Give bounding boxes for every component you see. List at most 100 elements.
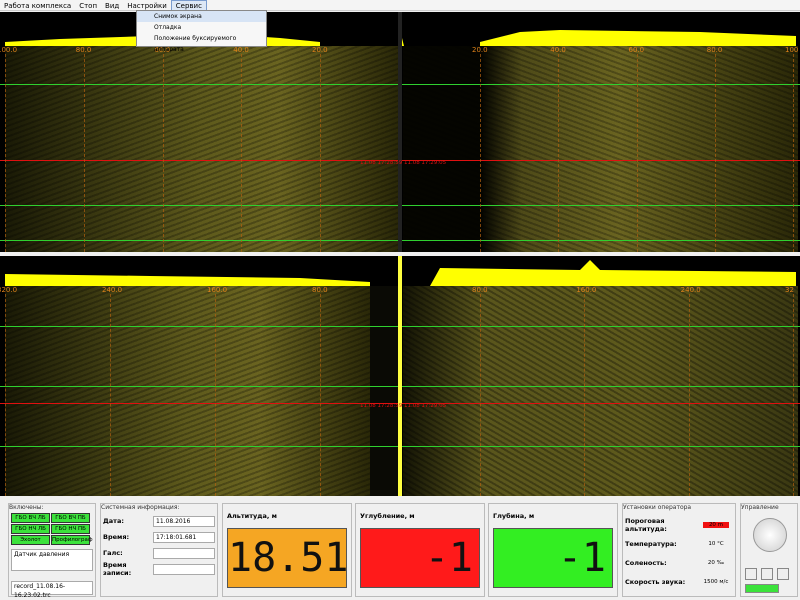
panel-title: Включены: bbox=[9, 504, 44, 511]
setting-row: Соленость: 20 ‰ bbox=[625, 558, 733, 568]
display-panel: Альтитуда, м 18.51 bbox=[222, 503, 352, 597]
info-row: Время записи: bbox=[103, 561, 215, 577]
setting-value: 10 °C bbox=[708, 541, 724, 547]
scale-line bbox=[83, 54, 85, 252]
scale-label: 40.0 bbox=[233, 46, 249, 54]
scale-line bbox=[5, 54, 6, 252]
top-sonar: 11.08 17:28:59 11.08 17:29:05 100.0 80.0 6… bbox=[0, 12, 800, 252]
info-label: Галс: bbox=[103, 549, 123, 557]
setting-label: Пороговая альтитуда: bbox=[625, 517, 667, 533]
knob[interactable] bbox=[753, 518, 787, 552]
operator-panel: Установки оператора Пороговая альтитуда:… bbox=[622, 503, 736, 597]
scale-label: 240.0 bbox=[680, 286, 701, 294]
control-panel: Управление bbox=[740, 503, 798, 597]
scale-label: 40.0 bbox=[550, 46, 566, 54]
scale-line bbox=[584, 294, 586, 496]
display-value: -1 bbox=[493, 528, 613, 588]
menu-option[interactable]: Отладка bbox=[154, 24, 182, 31]
info-value bbox=[153, 563, 215, 575]
scale-line bbox=[162, 54, 164, 252]
display-title: Углубление, м bbox=[360, 512, 415, 520]
panel-title: Системная информация: bbox=[101, 504, 180, 511]
scale-label: 160.0 bbox=[576, 286, 597, 294]
next-button[interactable] bbox=[761, 568, 773, 580]
setting-value: 1500 м/с bbox=[703, 579, 729, 585]
info-row: Время: 17:18:01.681 bbox=[103, 531, 215, 543]
pressure: Датчик давления bbox=[11, 549, 93, 571]
info-value bbox=[153, 547, 215, 559]
scale-line bbox=[558, 54, 560, 252]
scale-line bbox=[793, 294, 794, 496]
scale-label: 100 bbox=[785, 46, 799, 54]
setting-row: Температура: 10 °C bbox=[625, 539, 733, 549]
scale-line bbox=[215, 294, 216, 496]
scale-line bbox=[480, 54, 481, 252]
info-label: Время записи: bbox=[103, 561, 132, 577]
scale-line bbox=[320, 294, 321, 496]
display-panel: Глубина, м -1 bbox=[488, 503, 618, 597]
scale-label: 60.0 bbox=[628, 46, 645, 54]
panel-title: Управление bbox=[741, 504, 779, 511]
menu-option[interactable]: Положение буксируемого аппарата bbox=[154, 35, 237, 53]
scale-label: 20.0 bbox=[312, 46, 328, 54]
forward-button[interactable] bbox=[777, 568, 789, 580]
scale-label: 80.0 bbox=[75, 46, 92, 54]
display-title: Альтитуда, м bbox=[227, 512, 277, 520]
info-row: Галс: bbox=[103, 547, 215, 559]
scale-label: 80.0 bbox=[312, 286, 328, 294]
setting-label: Соленость: bbox=[625, 559, 667, 567]
sysinfo-panel: Системная информация: Дата: 11.08.2016 Вре… bbox=[100, 503, 218, 597]
left-scan bbox=[5, 286, 370, 496]
right-scan bbox=[403, 286, 798, 496]
scale-label: 80.0 bbox=[472, 286, 488, 294]
display-title: Глубина, м bbox=[493, 512, 535, 520]
info-label: Время: bbox=[103, 533, 130, 541]
toggle-button[interactable]: Эхолот bbox=[11, 535, 50, 545]
scale-label: 32 bbox=[785, 286, 794, 294]
toggle-button[interactable]: ГБО НЧ ПБ bbox=[51, 524, 90, 534]
right-scan bbox=[403, 46, 798, 252]
scale-label: 60.0 bbox=[154, 46, 171, 54]
display-value: -1 bbox=[360, 528, 480, 588]
menu-item[interactable]: Стоп bbox=[79, 2, 98, 10]
setting-label: Скорость звука: bbox=[625, 578, 686, 586]
display-panel: Углубление, м -1 bbox=[355, 503, 485, 597]
toggle-button[interactable]: ГБО ВЧ ПБ bbox=[51, 513, 90, 523]
toggle-button[interactable]: ГБО ВЧ ЛБ bbox=[11, 513, 50, 523]
bottom-sonar: 11.08 17:28:59 11.08 17:29:05 320.0 240.0… bbox=[0, 256, 800, 496]
scale-line bbox=[714, 54, 716, 252]
bottom-amplitude bbox=[5, 260, 796, 286]
scale-line bbox=[320, 54, 321, 252]
scale-label: 20.0 bbox=[472, 46, 488, 54]
scale-line bbox=[5, 294, 6, 496]
info-value: 11.08.2016 bbox=[153, 515, 215, 527]
menu-item[interactable]: Настройки bbox=[127, 2, 167, 10]
time-label: 11.08 17:28:59 11.08 17:29:05 bbox=[360, 160, 447, 166]
toggle-button[interactable]: Профилограф bbox=[51, 535, 93, 545]
scale-line bbox=[241, 54, 243, 252]
pause-button[interactable] bbox=[745, 568, 757, 580]
scale-label: 100.0 bbox=[0, 46, 18, 54]
setting-value: 20 m bbox=[703, 522, 729, 528]
scale-label: 160.0 bbox=[207, 286, 228, 294]
menu-item[interactable]: Работа комплекса bbox=[4, 2, 72, 10]
menu-item[interactable]: Вид bbox=[105, 2, 120, 10]
scale-line bbox=[110, 294, 111, 496]
scale-line bbox=[480, 294, 481, 496]
setting-value: 20 ‰ bbox=[707, 560, 725, 566]
info-value: 17:18:01.681 bbox=[153, 531, 215, 543]
menu-bar: Работа комплекса Стоп Вид Настройки Сервис bbox=[0, 0, 800, 12]
left-scan bbox=[5, 46, 398, 252]
time-label: 11.08 17:28:59 11.08 17:29:05 bbox=[360, 403, 447, 409]
scale-label: 80.0 bbox=[706, 46, 723, 54]
dropdown-menu: Снимок экрана Отладка Положение буксируемо… bbox=[136, 10, 267, 53]
menu-option[interactable]: Снимок экрана bbox=[137, 11, 266, 22]
scale-label: 240.0 bbox=[102, 286, 123, 294]
setting-row: Пороговая альтитуда: 20 m bbox=[625, 517, 733, 533]
setting-row: Скорость звука: 1500 м/с bbox=[625, 577, 733, 587]
info-row: Дата: 11.08.2016 bbox=[103, 515, 215, 527]
toggle-button[interactable]: ГБО НЧ ЛБ bbox=[11, 524, 50, 534]
enabled-panel: Включены: ГБО ВЧ ЛБ ГБО ВЧ ПБГБО НЧ ЛБ ГБО… bbox=[8, 503, 96, 599]
menu-item[interactable]: Сервис bbox=[170, 0, 207, 12]
